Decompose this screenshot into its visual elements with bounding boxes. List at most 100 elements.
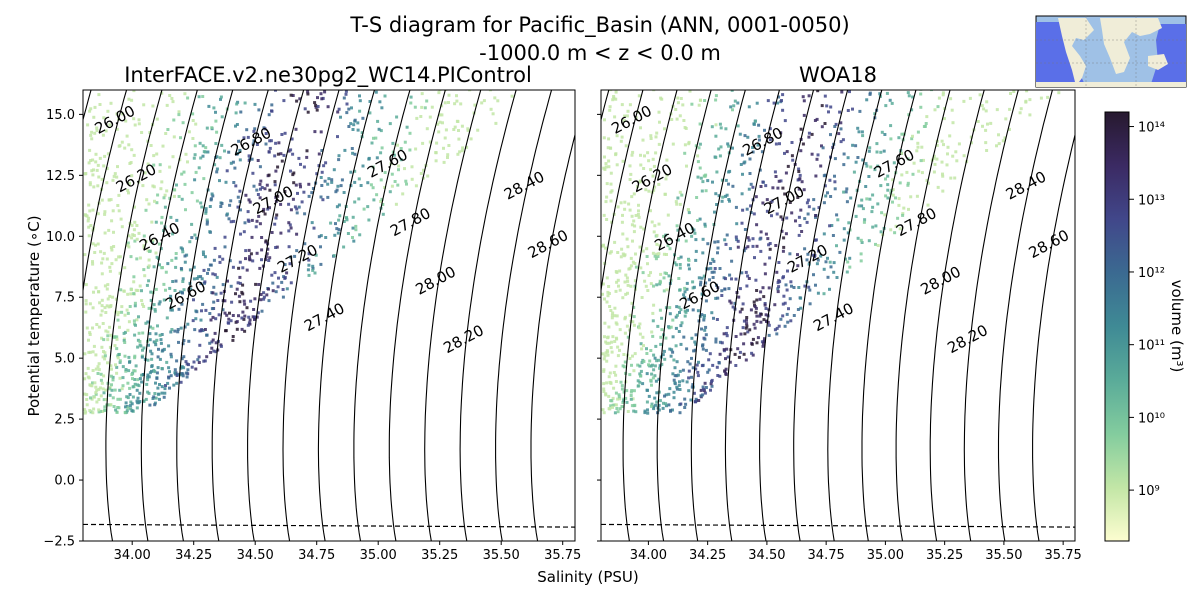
volume-bin (248, 200, 252, 204)
volume-bin (238, 260, 242, 264)
volume-bin (641, 249, 645, 253)
y-tick-label: 0.0 (54, 474, 75, 489)
volume-bin (667, 403, 671, 407)
volume-bin (170, 308, 174, 312)
volume-bin (796, 178, 800, 182)
volume-bin (89, 107, 93, 111)
volume-bin (289, 281, 293, 285)
volume-bin (100, 272, 104, 276)
volume-bin (87, 225, 91, 229)
volume-bin (293, 205, 297, 209)
volume-bin (615, 322, 619, 326)
volume-bin (641, 335, 645, 339)
volume-bin (678, 411, 682, 415)
volume-bin (697, 146, 701, 150)
volume-bin (807, 94, 811, 98)
volume-bin (630, 214, 634, 218)
volume-bin (191, 137, 195, 140)
volume-bin (133, 333, 137, 337)
volume-bin (135, 237, 139, 241)
volume-bin (241, 310, 245, 314)
volume-bin (268, 146, 272, 150)
volume-bin (628, 313, 632, 317)
volume-bin (751, 185, 755, 189)
volume-bin (170, 328, 174, 331)
volume-bin (319, 176, 323, 179)
volume-bin (306, 90, 310, 94)
volume-bin (869, 165, 873, 169)
volume-bin (638, 332, 642, 336)
volume-bin (254, 282, 258, 286)
volume-bin (892, 161, 896, 165)
volume-bin (126, 396, 130, 400)
volume-bin (995, 108, 999, 112)
volume-bin (894, 196, 897, 200)
volume-bin (799, 149, 803, 153)
volume-bin (130, 409, 134, 413)
volume-bin (690, 356, 693, 360)
volume-bin (324, 236, 328, 239)
volume-bin (93, 105, 97, 109)
volume-bin (211, 272, 215, 276)
volume-bin (123, 146, 127, 150)
volume-bin (127, 320, 131, 324)
volume-bin (234, 124, 237, 128)
volume-bin (250, 235, 254, 239)
volume-bin (164, 270, 168, 274)
volume-bin (130, 373, 134, 376)
volume-bin (789, 280, 793, 284)
volume-bin (663, 357, 667, 361)
volume-bin (642, 167, 646, 170)
volume-bin (693, 340, 697, 344)
volume-bin (722, 332, 726, 336)
volume-bin (684, 402, 688, 406)
volume-bin (637, 94, 641, 98)
volume-bin (177, 307, 181, 311)
volume-bin (349, 170, 353, 174)
volume-bin (797, 286, 801, 289)
volume-bin (951, 121, 955, 125)
volume-bin (157, 302, 161, 306)
volume-bin (604, 165, 608, 169)
volume-bin (347, 125, 351, 128)
volume-bin (920, 171, 924, 175)
volume-bin (264, 239, 268, 243)
inset-map-land-eurasia-africa (1100, 18, 1162, 74)
volume-bin (248, 258, 252, 262)
volume-bin (771, 186, 775, 190)
volume-bin (675, 385, 679, 389)
volume-bin (247, 198, 251, 202)
volume-bin (158, 357, 162, 361)
volume-bin (839, 121, 843, 125)
volume-bin (203, 255, 207, 259)
volume-bin (941, 189, 945, 193)
volume-bin (701, 237, 705, 241)
volume-bin (88, 209, 92, 213)
volume-bin (155, 152, 159, 156)
volume-bin (141, 348, 144, 352)
volume-bin (358, 94, 361, 98)
volume-bin (667, 237, 671, 241)
x-tick-label: 34.50 (748, 548, 785, 563)
volume-bin (649, 137, 653, 140)
volume-bin (356, 128, 360, 132)
volume-bin (113, 335, 117, 339)
volume-bin (152, 185, 156, 189)
volume-bin (657, 408, 661, 412)
volume-bin (220, 202, 224, 205)
volume-bin (369, 183, 373, 187)
volume-bin (631, 260, 635, 264)
volume-bin (798, 177, 802, 181)
volume-bin (636, 213, 640, 216)
volume-bin (827, 110, 830, 114)
volume-bin (170, 306, 174, 310)
volume-bin (292, 171, 296, 175)
volume-bin (213, 246, 217, 250)
volume-bin (154, 396, 158, 400)
volume-bin (375, 156, 379, 160)
volume-bin (455, 99, 459, 103)
volume-bin (438, 120, 442, 124)
volume-bin (101, 322, 105, 325)
volume-bin (253, 102, 257, 106)
volume-bin (277, 276, 280, 280)
